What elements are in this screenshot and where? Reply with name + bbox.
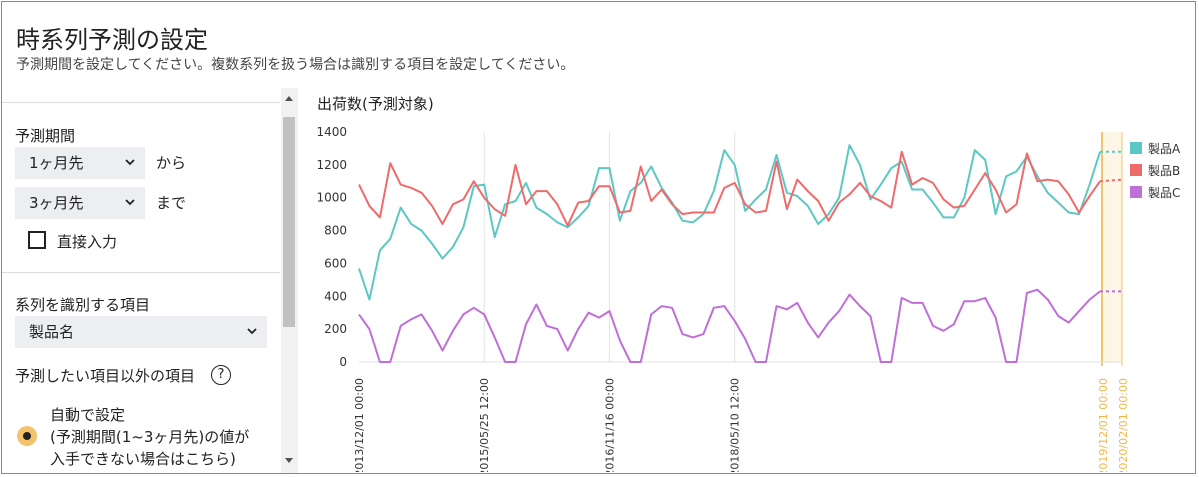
y-tick-label: 800: [324, 224, 347, 238]
x-tick-label: 2013/12/01 00:00: [353, 378, 366, 472]
chevron-down-icon: [247, 328, 257, 335]
forecast-from-suffix: から: [156, 154, 187, 172]
direct-input-checkbox[interactable]: [28, 231, 46, 249]
settings-panel: 予測期間 1ヶ月先 から 3ヶ月先 まで 直接入力 系列を識別する項目 製品名 …: [2, 88, 298, 473]
legend-label: 製品C: [1148, 186, 1180, 200]
scroll-down-arrow-icon[interactable]: [285, 458, 293, 463]
forecast-to-suffix: まで: [156, 194, 187, 212]
forecast-tick-label: 2020/02/01 00:00: [1117, 378, 1130, 472]
series-id-value: 製品名: [29, 323, 75, 341]
y-tick-label: 200: [324, 322, 347, 336]
x-tick-label: 2016/11/16 00:00: [603, 378, 616, 472]
series-line-製品A: [358, 144, 1101, 301]
series-id-select[interactable]: 製品名: [15, 316, 267, 348]
forecast-band: [1102, 132, 1122, 362]
x-tick-label: 2015/05/25 12:00: [478, 378, 491, 472]
y-tick-label: 400: [324, 289, 347, 303]
chevron-down-icon: [125, 199, 135, 206]
auto-setting-radio[interactable]: [17, 426, 37, 446]
legend-swatch: [1130, 164, 1142, 176]
auto-setting-line: 入手できない場合はこちら): [50, 450, 236, 468]
legend-swatch: [1130, 142, 1142, 154]
forecast-to-value: 3ヶ月先: [29, 194, 84, 212]
legend-label: 製品B: [1148, 164, 1180, 178]
y-tick-label: 1400: [316, 125, 347, 139]
forecast-from-value: 1ヶ月先: [29, 154, 84, 172]
y-tick-label: 1200: [316, 158, 347, 172]
series-id-label: 系列を識別する項目: [15, 296, 151, 314]
direct-input-label: 直接入力: [57, 233, 118, 251]
x-tick-label: 2018/05/10 12:00: [729, 378, 742, 472]
chart-title: 出荷数(予測対象): [317, 95, 434, 113]
series-line-製品C: [358, 288, 1101, 363]
other-items-label: 予測したい項目以外の項目: [15, 367, 196, 385]
y-tick-label: 1000: [316, 191, 347, 205]
scroll-thumb[interactable]: [283, 117, 295, 327]
forecast-period-label: 予測期間: [15, 127, 76, 145]
y-tick-label: 600: [324, 256, 347, 270]
radio-selected-dot: [23, 432, 31, 440]
page-title: 時系列予測の設定: [16, 26, 208, 54]
series-line-製品B: [358, 150, 1101, 227]
forecast-to-select[interactable]: 3ヶ月先: [15, 187, 145, 219]
panel-scrollbar[interactable]: [281, 88, 298, 473]
forecast-from-select[interactable]: 1ヶ月先: [15, 147, 145, 179]
help-icon[interactable]: ?: [211, 365, 231, 385]
auto-setting-label: 自動で設定 (予測期間(1~3ヶ月先)の値が 入手できない場合はこちら): [50, 404, 249, 470]
legend-swatch: [1130, 186, 1142, 198]
legend-label: 製品A: [1148, 142, 1181, 156]
auto-setting-line: 自動で設定: [50, 406, 126, 424]
divider: [2, 272, 280, 273]
forecast-line-製品B: [1099, 178, 1123, 183]
divider: [2, 102, 280, 103]
auto-setting-line: (予測期間(1~3ヶ月先)の値が: [50, 428, 250, 446]
chevron-down-icon: [125, 159, 135, 166]
page-subtitle: 予測期間を設定してください。複数系列を扱う場合は識別する項目を設定してください。: [16, 57, 575, 73]
y-tick-label: 0: [339, 355, 347, 369]
scroll-up-arrow-icon[interactable]: [285, 96, 293, 101]
shipment-chart: 出荷数(予測対象) 0 200 400 600 800 1000 1200 1400 2013/…: [316, 95, 1181, 472]
forecast-tick-label: 2019/12/01 00:00: [1097, 378, 1110, 472]
